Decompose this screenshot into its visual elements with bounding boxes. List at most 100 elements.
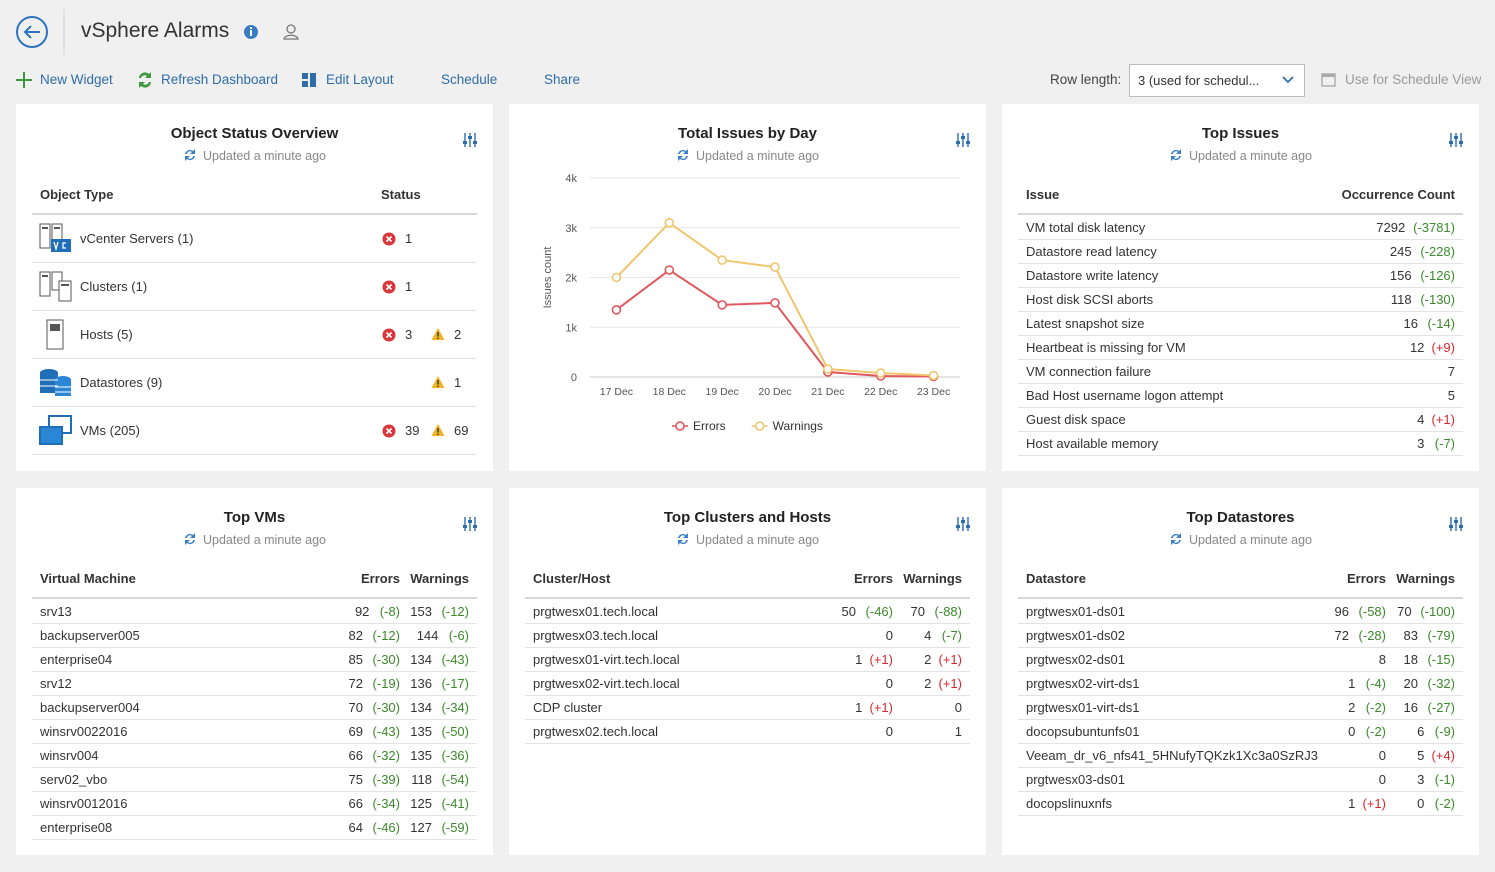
toolbar-button[interactable]: New Widget xyxy=(40,72,113,87)
back-button[interactable] xyxy=(16,16,48,48)
warnings-count: 134 xyxy=(410,700,432,715)
errors-count: 1 xyxy=(855,700,863,715)
issue-row: Host disk SCSI aborts 118 (-130) xyxy=(1018,288,1463,312)
table-row: prgtwesx02.tech.local 0 1 xyxy=(525,720,970,744)
settings-button[interactable] xyxy=(955,516,971,532)
toolbar-button[interactable]: Refresh Dashboard xyxy=(161,72,279,87)
page-title: vSphere Alarms xyxy=(81,19,230,42)
row-name: enterprise08 xyxy=(40,820,113,835)
table-row: prgtwesx03-ds01 0 3 (-1) xyxy=(1018,768,1463,792)
error-count: 39 xyxy=(405,423,420,438)
table-row: srv13 92 (-8) 153 (-12) xyxy=(32,600,477,624)
errors-count: 72 xyxy=(1334,628,1349,643)
settings-button[interactable] xyxy=(462,516,478,532)
table-header: Cluster/Host Errors Warnings xyxy=(525,564,970,599)
data-point xyxy=(770,298,780,308)
delta: (-30) xyxy=(372,700,400,715)
select-arrow xyxy=(1282,76,1294,84)
table-row: prgtwesx01-ds02 72 (-28) 83 (-79) xyxy=(1018,624,1463,648)
warnings-count: 144 xyxy=(416,628,439,643)
delta: (-59) xyxy=(441,820,469,835)
errors-count: 64 xyxy=(348,820,363,835)
settings-button[interactable] xyxy=(955,132,971,148)
delta: (-15) xyxy=(1427,652,1455,667)
delta: (-32) xyxy=(372,748,400,763)
object-type: vCenter Servers (1) xyxy=(80,231,194,246)
schedule-view-toggle[interactable]: Use for Schedule View xyxy=(1345,72,1482,87)
row-name: docopslinuxnfs xyxy=(1026,796,1112,811)
table-row: prgtwesx03.tech.local 0 4 (-7) xyxy=(525,624,970,648)
delta: (+1) xyxy=(1431,412,1455,427)
warnings-count: 3 xyxy=(1417,772,1425,787)
warnings-count: 2 xyxy=(924,652,932,667)
issue-row: Datastore write latency 156 (-126) xyxy=(1018,264,1463,288)
warnings-count: 135 xyxy=(410,748,432,763)
issue-row: Bad Host username logon attempt 5 xyxy=(1018,384,1463,408)
row-name: prgtwesx02-virt.tech.local xyxy=(533,676,680,691)
status-row: Datastores (9) 1 xyxy=(32,359,477,407)
row-length-select[interactable]: 3 (used for schedul... xyxy=(1129,64,1305,97)
errors-count: 8 xyxy=(1378,652,1386,667)
errors-count: 1 xyxy=(1348,676,1356,691)
warning-icon xyxy=(431,376,445,388)
delta: (-12) xyxy=(441,604,469,619)
object-icon xyxy=(39,271,72,302)
x-tick-label: 22 Dec xyxy=(864,386,897,398)
widget-updated: Updated a minute ago xyxy=(1002,148,1479,163)
delta: (-50) xyxy=(441,724,469,739)
x-tick-label: 18 Dec xyxy=(653,386,686,398)
issue-name: VM total disk latency xyxy=(1026,220,1146,235)
toolbar-button[interactable]: Share xyxy=(544,72,581,87)
row-name: prgtwesx02-virt-ds1 xyxy=(1026,676,1140,691)
refresh-icon xyxy=(1170,149,1181,161)
widget-updated: Updated a minute ago xyxy=(1002,532,1479,547)
table-row: prgtwesx01.tech.local 50 (-46) 70 (-88) xyxy=(525,600,970,624)
chart: 0 1k 2k 3k 4k Issues count 17 Dec 18 Dec 19 Dec 2… xyxy=(542,173,960,433)
settings-button[interactable] xyxy=(1448,516,1464,532)
schedule-view-icon xyxy=(1321,73,1336,87)
widget-title: Top Clusters and Hosts xyxy=(663,509,832,526)
toolbar-button[interactable]: Edit Layout xyxy=(326,72,394,87)
table-row: CDP cluster 1 (+1) 0 xyxy=(525,696,970,720)
warnings-count: 2 xyxy=(924,676,932,691)
updated-text: Updated a minute ago xyxy=(202,149,326,163)
info-glyph xyxy=(250,30,252,36)
issue-row: VM connection failure 7 xyxy=(1018,360,1463,384)
issue-name: Host disk SCSI aborts xyxy=(1026,292,1154,307)
widget-title: Top VMs xyxy=(223,509,286,526)
delta: (-58) xyxy=(1358,604,1386,619)
delta: (-100) xyxy=(1420,604,1455,619)
object-icon xyxy=(39,415,72,445)
delta: (+1) xyxy=(869,652,893,667)
errors-count: 72 xyxy=(348,676,363,691)
delta: (-19) xyxy=(372,676,400,691)
warnings-count: 136 xyxy=(410,676,432,691)
object-type: Clusters (1) xyxy=(80,279,148,294)
delta: (+1) xyxy=(938,676,962,691)
delta: (-3781) xyxy=(1413,220,1455,235)
warnings-count: 4 xyxy=(924,628,932,643)
delta: (-2) xyxy=(1365,700,1386,715)
column-header: Status xyxy=(381,187,421,202)
user-icon[interactable] xyxy=(286,24,296,34)
error-icon xyxy=(382,328,396,342)
y-tick-label: 2k xyxy=(565,273,577,285)
row-name: enterprise04 xyxy=(40,652,113,667)
row-name: prgtwesx03-ds01 xyxy=(1026,772,1125,787)
layout-icon xyxy=(310,73,316,87)
table-row: backupserver005 82 (-12) 144 (-6) xyxy=(32,624,477,648)
delta: (-32) xyxy=(1427,676,1455,691)
data-point xyxy=(717,300,727,310)
issue-name: Datastore read latency xyxy=(1026,244,1157,259)
issue-count: 118 xyxy=(1390,292,1412,307)
widget-title: Top Issues xyxy=(1201,125,1280,142)
y-tick-label: 3k xyxy=(565,223,577,235)
errors-count: 0 xyxy=(885,676,893,691)
data-point xyxy=(717,255,727,265)
column-header: Errors xyxy=(1346,571,1386,586)
table-row: prgtwesx02-virt.tech.local 0 2 (+1) xyxy=(525,672,970,696)
settings-button[interactable] xyxy=(1448,132,1464,148)
settings-button[interactable] xyxy=(462,132,478,148)
toolbar-button[interactable]: Schedule xyxy=(441,72,498,87)
